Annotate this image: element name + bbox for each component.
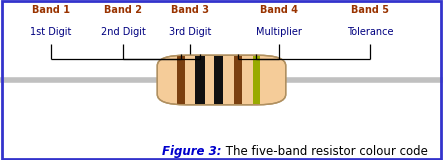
Text: 3rd Digit: 3rd Digit [169, 27, 212, 37]
Text: Figure 3:: Figure 3: [162, 145, 222, 158]
Text: Band 1: Band 1 [32, 5, 70, 15]
Bar [234, 56, 242, 104]
Bar [177, 56, 185, 104]
Text: The five-band resistor colour code: The five-band resistor colour code [222, 145, 427, 158]
FancyBboxPatch shape [157, 55, 286, 105]
Text: 2nd Digit: 2nd Digit [101, 27, 146, 37]
Text: Band 3: Band 3 [171, 5, 210, 15]
Text: Band 4: Band 4 [260, 5, 298, 15]
Bar [214, 56, 223, 104]
Text: Multiplier: Multiplier [256, 27, 302, 37]
Text: Band 2: Band 2 [104, 5, 142, 15]
Text: Band 5: Band 5 [351, 5, 389, 15]
Text: 1st Digit: 1st Digit [30, 27, 72, 37]
Text: Tolerance: Tolerance [347, 27, 393, 37]
Bar [195, 56, 205, 104]
Bar [253, 56, 260, 104]
